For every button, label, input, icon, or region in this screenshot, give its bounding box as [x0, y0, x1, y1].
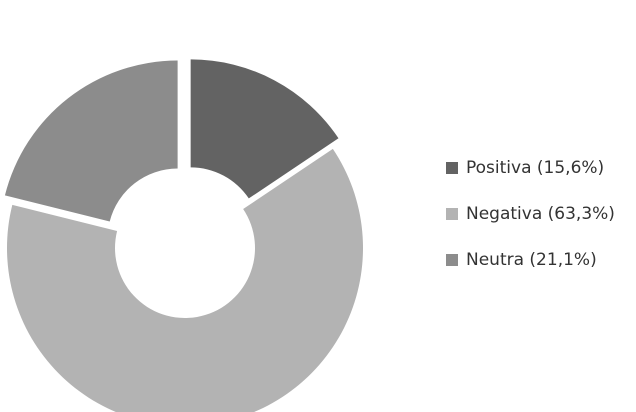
- legend-label-positiva: Positiva (15,6%): [466, 158, 605, 178]
- legend-label-neutra: Neutra (21,1%): [466, 250, 597, 270]
- legend-label-negativa: Negativa (63,3%): [466, 204, 615, 224]
- legend-swatch-positiva: [446, 162, 458, 174]
- legend-item-positiva: Positiva (15,6%): [446, 155, 615, 181]
- slice-neutra: [4, 60, 178, 222]
- legend-item-neutra: Neutra (21,1%): [446, 247, 615, 273]
- chart-legend: Positiva (15,6%) Negativa (63,3%) Neutra…: [446, 155, 615, 273]
- legend-swatch-negativa: [446, 208, 458, 220]
- doughnut-slices: [4, 59, 363, 412]
- slice-positiva: [190, 59, 339, 199]
- legend-swatch-neutra: [446, 254, 458, 266]
- slice-negativa: [7, 148, 363, 412]
- legend-item-negativa: Negativa (63,3%): [446, 201, 615, 227]
